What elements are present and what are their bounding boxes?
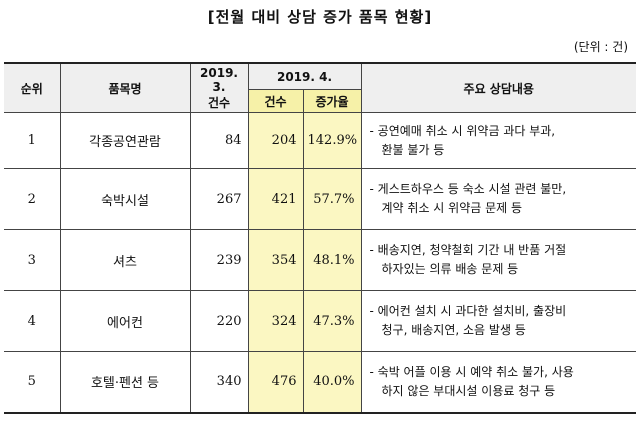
curr-count-cell: 354 (247, 229, 304, 291)
header-curr-count: 건수 (248, 89, 304, 113)
curr-count-cell: 421 (247, 168, 304, 230)
rank-cell: 5 (4, 351, 61, 413)
detail-cell: - 게스트하우스 등 숙소 시설 관련 불만, 계약 취소 시 위약금 문제 등 (360, 168, 637, 230)
unit-label: (단위 : 건) (573, 40, 628, 54)
curr-count-cell: 476 (247, 351, 304, 413)
detail-cell: - 에어컨 설치 시 과다한 설치비, 출장비 청구, 배송지연, 소음 발생 … (360, 290, 637, 352)
growth-cell: 47.3% (302, 290, 362, 352)
prev-count-cell: 239 (189, 229, 249, 291)
rank-cell: 2 (4, 168, 61, 230)
item-cell: 각종공연관람 (59, 112, 191, 169)
prev-count-cell: 340 (189, 351, 249, 413)
table-title: [전월 대비 상담 증가 품목 현황] (207, 8, 433, 26)
header-item: 품목명 (59, 62, 191, 113)
header-prev: 2019. 3. 건수 (189, 62, 249, 113)
header-growth: 증가율 (302, 89, 362, 113)
detail-line: 계약 취소 시 위약금 문제 등 (381, 201, 523, 215)
detail-line: - 게스트하우스 등 숙소 시설 관련 불만, (369, 182, 567, 196)
rank-cell: 1 (4, 112, 61, 169)
consultation-table: 순위 품목명 2019. 3. 건수 2019. 4. 주요 상담내용 건수 증… (4, 62, 637, 414)
detail-line: 환불 불가 등 (381, 142, 445, 157)
detail-line: - 공연예매 취소 시 위약금 과다 부과, (369, 123, 556, 138)
header-detail: 주요 상담내용 (360, 62, 637, 113)
detail-line: 하자있는 의류 배송 문제 등 (381, 262, 519, 276)
prev-count-cell: 220 (189, 290, 249, 352)
table-row: 4 에어컨 220 324 47.3% - 에어컨 설치 시 과다한 설치비, … (4, 290, 637, 352)
table-row: 5 호텔·펜션 등 340 476 40.0% - 숙박 어플 이용 시 예약 … (4, 351, 637, 413)
rank-cell: 4 (4, 290, 61, 352)
header-prev-period: 2019. 3. (200, 65, 238, 94)
item-cell: 에어컨 (59, 290, 191, 352)
rank-cell: 3 (4, 229, 61, 291)
prev-count-cell: 84 (189, 112, 249, 169)
detail-line: - 숙박 어플 이용 시 예약 취소 불가, 사용 (369, 364, 574, 379)
detail-cell: - 공연예매 취소 시 위약금 과다 부과, 환불 불가 등 (360, 112, 637, 169)
header-rank: 순위 (4, 62, 61, 113)
detail-cell: - 배송지연, 청약철회 기간 내 반품 거절 하자있는 의류 배송 문제 등 (360, 229, 637, 291)
table-row: 1 각종공연관람 84 204 142.9% - 공연예매 취소 시 위약금 과… (4, 112, 637, 169)
growth-cell: 142.9% (302, 112, 362, 169)
table-row: 3 셔츠 239 354 48.1% - 배송지연, 청약철회 기간 내 반품 … (4, 229, 637, 291)
growth-cell: 40.0% (302, 351, 362, 413)
table-row: 2 숙박시설 267 421 57.7% - 게스트하우스 등 숙소 시설 관련… (4, 168, 637, 230)
detail-cell: - 숙박 어플 이용 시 예약 취소 불가, 사용 하지 않은 부대시설 이용료… (360, 351, 637, 413)
detail-line: 청구, 배송지연, 소음 발생 등 (381, 323, 526, 337)
header-prev-count: 건수 (207, 95, 231, 110)
detail-line: - 배송지연, 청약철회 기간 내 반품 거절 (369, 243, 567, 257)
prev-count-cell: 267 (189, 168, 249, 230)
detail-line: 하지 않은 부대시설 이용료 청구 등 (381, 383, 556, 398)
curr-count-cell: 324 (247, 290, 304, 352)
item-cell: 숙박시설 (59, 168, 191, 230)
item-cell: 호텔·펜션 등 (59, 351, 191, 413)
header-curr-period: 2019. 4. (247, 62, 362, 90)
curr-count-cell: 204 (247, 112, 304, 169)
growth-cell: 48.1% (302, 229, 362, 291)
item-cell: 셔츠 (59, 229, 191, 291)
growth-cell: 57.7% (302, 168, 362, 230)
detail-line: - 에어컨 설치 시 과다한 설치비, 출장비 (369, 304, 567, 318)
